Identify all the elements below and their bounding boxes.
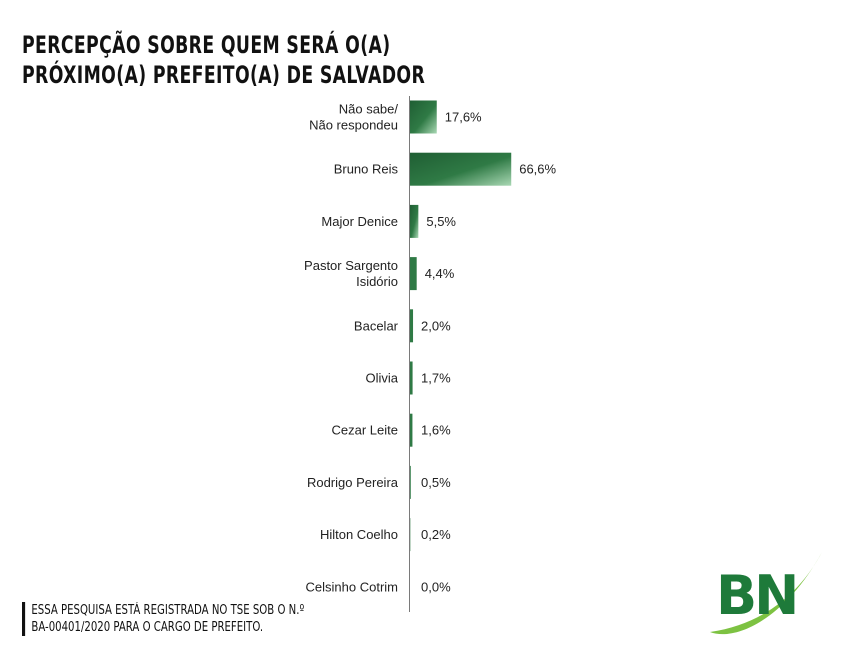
value-label: 0,5% bbox=[421, 475, 451, 490]
footnote-line-1: ESSA PESQUISA ESTÁ REGISTRADA NO TSE SOB… bbox=[31, 603, 305, 618]
bar bbox=[410, 204, 419, 238]
value-label: 1,6% bbox=[421, 423, 451, 438]
value-label: 1,7% bbox=[421, 371, 451, 386]
category-label: Olivia bbox=[365, 371, 398, 386]
value-label: 4,4% bbox=[425, 266, 455, 281]
bar bbox=[410, 465, 411, 499]
category-label: Pastor Sargento Isidório bbox=[304, 258, 398, 289]
bn-logo: BN bbox=[710, 552, 822, 635]
value-label: 66,6% bbox=[519, 162, 556, 177]
bar bbox=[410, 257, 417, 291]
value-label: 0,2% bbox=[421, 527, 451, 542]
category-label: Bruno Reis bbox=[334, 162, 399, 177]
value-label: 17,6% bbox=[445, 110, 482, 125]
bar bbox=[410, 413, 413, 447]
category-label: Hilton Coelho bbox=[320, 527, 398, 542]
chart-title-line-2: PRÓXIMO(A) PREFEITO(A) DE SALVADOR bbox=[22, 61, 426, 89]
footnote-line-2: BA-00401/2020 PARA O CARGO DE PREFEITO. bbox=[31, 620, 264, 635]
value-label: 2,0% bbox=[421, 318, 451, 333]
bars-group: Não sabe/Não respondeu 17,6% Bruno Reis 66,… bbox=[304, 100, 557, 594]
category-label: Bacelar bbox=[354, 318, 399, 333]
value-label: 5,5% bbox=[426, 214, 456, 229]
chart-title: PERCEPÇÃO SOBRE QUEM SERÁ O(A) PRÓXIMO(A… bbox=[22, 30, 425, 90]
footnote: ESSA PESQUISA ESTÁ REGISTRADA NO TSE SOB… bbox=[22, 602, 304, 636]
category-label: Celsinho Cotrim bbox=[306, 579, 398, 594]
bar bbox=[410, 152, 512, 186]
value-label: 0,0% bbox=[421, 579, 451, 594]
category-label: Cezar Leite bbox=[332, 423, 398, 438]
logo-swoosh bbox=[710, 552, 822, 635]
category-label: Rodrigo Pereira bbox=[307, 475, 399, 490]
chart-title-line-1: PERCEPÇÃO SOBRE QUEM SERÁ O(A) bbox=[22, 31, 391, 59]
bar bbox=[410, 100, 437, 134]
category-label: Não sabe/Não respondeu bbox=[309, 102, 398, 133]
bar bbox=[410, 361, 413, 395]
logo-text: BN bbox=[716, 564, 796, 627]
category-label: Major Denice bbox=[321, 214, 398, 229]
bar bbox=[410, 309, 414, 343]
